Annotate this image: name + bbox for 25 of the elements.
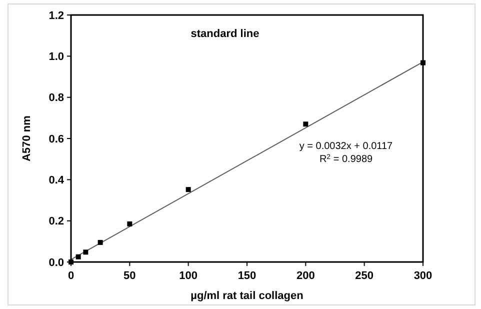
x-axis-title: µg/ml rat tail collagen xyxy=(190,290,304,302)
point xyxy=(76,254,81,260)
x-tick-label: 200 xyxy=(296,270,315,282)
y-tick-label: 0.2 xyxy=(48,216,64,228)
y-tick-label: 0.6 xyxy=(48,133,64,146)
y-tick-label: 0.8 xyxy=(48,92,64,104)
x-tick-label: 150 xyxy=(238,270,256,282)
y-axis-title: A570 nm xyxy=(21,115,33,162)
x-tick-label: 100 xyxy=(179,270,198,282)
y-tick-label: 1.2 xyxy=(48,10,64,22)
x-tick-label: 50 xyxy=(124,270,136,282)
point xyxy=(98,240,103,245)
y-tick-label: 0.4 xyxy=(48,174,65,187)
x-tick-label: 300 xyxy=(414,270,432,282)
point xyxy=(83,250,88,255)
point xyxy=(127,221,132,226)
point xyxy=(186,187,191,192)
text: standard line xyxy=(190,28,260,40)
annotation: y = 0.0032x + 0.0117 xyxy=(299,141,394,152)
x-tick-label: 250 xyxy=(355,270,374,282)
annotation: R$^{2}$ = 0.9989 xyxy=(319,154,373,165)
y-tick-label: 0.0 xyxy=(48,256,64,269)
point xyxy=(303,122,308,127)
y-tick-label: 1.0 xyxy=(48,51,64,64)
x-tick-label: 0 xyxy=(68,270,74,282)
